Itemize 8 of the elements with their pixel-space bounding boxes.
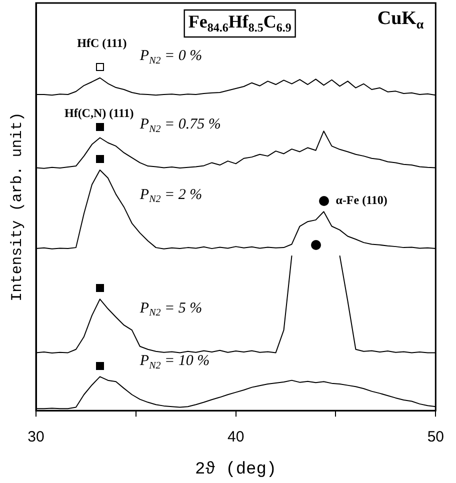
annotation: Hf(C,N) (111) [64, 106, 134, 120]
text: HfC (111) [77, 36, 127, 50]
x-axis-title: 2ϑ (deg) [195, 460, 277, 480]
x-tick-label: 30 [28, 428, 44, 446]
x-tick-label: 50 [427, 428, 444, 446]
annotation: α-Fe (110) [336, 193, 388, 208]
y-axis-title: Intensity (arb. unit) [8, 112, 26, 302]
x-tick-label: 40 [227, 428, 244, 446]
